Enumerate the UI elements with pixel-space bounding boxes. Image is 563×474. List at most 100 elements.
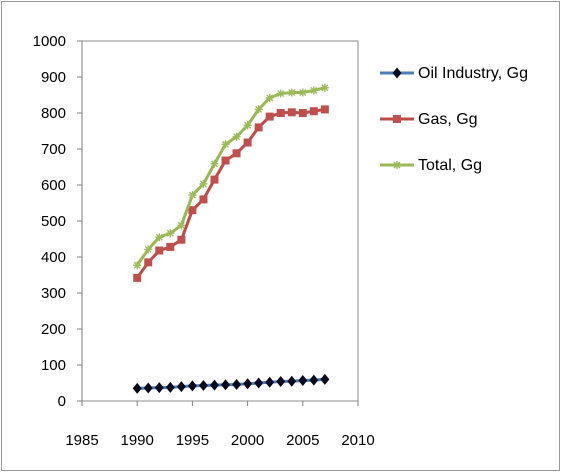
star-marker-stroke bbox=[133, 261, 141, 269]
star-marker-stroke bbox=[393, 161, 401, 169]
y-tick-label: 700 bbox=[41, 141, 66, 158]
star-marker-stroke bbox=[255, 105, 263, 113]
y-tick-label: 800 bbox=[41, 105, 66, 122]
y-tick-label: 200 bbox=[41, 321, 66, 338]
data-point-1 bbox=[188, 206, 197, 215]
data-point-0 bbox=[165, 381, 175, 393]
legend-marker-0 bbox=[392, 67, 402, 79]
x-tick-label: 2005 bbox=[286, 432, 319, 449]
legend-marker-2 bbox=[393, 161, 401, 169]
star-marker-stroke bbox=[277, 90, 285, 98]
legend-marker-1 bbox=[393, 115, 401, 123]
star-marker-stroke bbox=[188, 191, 196, 199]
y-tick-label: 900 bbox=[41, 69, 66, 86]
data-point-2 bbox=[287, 88, 296, 97]
x-tick-label: 1985 bbox=[65, 432, 98, 449]
data-point-1 bbox=[166, 242, 175, 251]
data-point-2 bbox=[309, 86, 318, 95]
data-point-2 bbox=[199, 179, 208, 188]
data-point-1 bbox=[265, 112, 274, 121]
data-point-1 bbox=[232, 149, 241, 158]
data-point-2 bbox=[265, 93, 274, 102]
data-point-2 bbox=[254, 105, 263, 114]
data-point-2 bbox=[188, 191, 197, 200]
legend-label-1: Gas, Gg bbox=[418, 111, 478, 128]
legend: Oil Industry, Gg Gas, Gg Total, Gg bbox=[380, 65, 528, 174]
y-tick-label: 300 bbox=[41, 285, 66, 302]
x-tick-label: 1995 bbox=[176, 432, 209, 449]
y-tick-label: 100 bbox=[41, 357, 66, 374]
data-point-0 bbox=[143, 382, 153, 394]
data-point-2 bbox=[298, 88, 307, 97]
star-marker-stroke bbox=[233, 133, 241, 141]
star-marker-stroke bbox=[166, 229, 174, 237]
data-point-0 bbox=[209, 379, 219, 391]
data-point-1 bbox=[254, 123, 263, 132]
data-point-0 bbox=[287, 375, 297, 387]
data-point-1 bbox=[309, 107, 318, 116]
y-tick-label: 0 bbox=[58, 393, 66, 410]
data-point-2 bbox=[144, 245, 153, 254]
data-point-2 bbox=[155, 233, 164, 242]
data-point-0 bbox=[298, 374, 308, 386]
data-point-0 bbox=[154, 382, 164, 394]
legend-label-2: Total, Gg bbox=[418, 157, 482, 174]
x-tick-label: 1990 bbox=[121, 432, 154, 449]
plot-area: 0 100 200 300 400 500 600 700 800 900 1000 1985 1990… bbox=[33, 33, 375, 449]
data-point-0 bbox=[132, 382, 142, 394]
star-marker-stroke bbox=[210, 160, 218, 168]
data-point-1 bbox=[144, 258, 153, 267]
data-point-0 bbox=[320, 373, 330, 385]
data-point-1 bbox=[221, 156, 230, 165]
data-point-1 bbox=[243, 138, 252, 147]
star-marker-stroke bbox=[310, 86, 318, 94]
data-point-0 bbox=[265, 376, 275, 388]
data-point-2 bbox=[133, 261, 142, 270]
star-marker-stroke bbox=[321, 84, 329, 92]
y-tick-label: 500 bbox=[41, 213, 66, 230]
star-marker-stroke bbox=[177, 221, 185, 229]
data-point-2 bbox=[243, 121, 252, 130]
star-marker-stroke bbox=[299, 88, 307, 96]
series-line-2 bbox=[135, 86, 326, 267]
plot-border bbox=[81, 40, 359, 402]
data-point-0 bbox=[187, 380, 197, 392]
y-tick-label: 1000 bbox=[33, 33, 66, 50]
data-point-0 bbox=[221, 379, 231, 391]
data-point-1 bbox=[320, 105, 329, 114]
data-point-1 bbox=[276, 109, 285, 117]
data-point-1 bbox=[298, 109, 307, 117]
data-point-0 bbox=[254, 377, 264, 389]
star-marker-stroke bbox=[266, 94, 274, 102]
data-point-2 bbox=[221, 140, 230, 149]
star-marker-stroke bbox=[144, 245, 152, 253]
data-point-0 bbox=[232, 378, 242, 390]
star-marker-stroke bbox=[155, 233, 163, 241]
star-marker-stroke bbox=[244, 121, 252, 129]
x-tick-label: 2010 bbox=[341, 432, 374, 449]
data-point-1 bbox=[287, 108, 296, 117]
data-point-0 bbox=[276, 376, 286, 388]
data-point-2 bbox=[232, 132, 241, 141]
data-point-1 bbox=[155, 246, 164, 255]
y-tick-label: 400 bbox=[41, 249, 66, 266]
data-point-0 bbox=[309, 374, 319, 386]
data-point-2 bbox=[210, 159, 219, 168]
series-line-0 bbox=[137, 377, 325, 390]
star-marker-stroke bbox=[288, 88, 296, 96]
star-marker-stroke bbox=[222, 140, 230, 148]
star-marker-stroke bbox=[199, 180, 207, 188]
data-point-0 bbox=[198, 380, 208, 392]
data-point-1 bbox=[177, 235, 186, 244]
x-tick-label: 2000 bbox=[231, 432, 264, 449]
data-point-0 bbox=[176, 381, 186, 393]
data-point-2 bbox=[166, 229, 175, 238]
data-point-0 bbox=[243, 378, 253, 390]
data-point-2 bbox=[177, 221, 186, 230]
data-point-1 bbox=[210, 175, 219, 184]
legend-label-0: Oil Industry, Gg bbox=[418, 65, 528, 82]
data-point-2 bbox=[276, 89, 285, 98]
data-point-2 bbox=[320, 83, 329, 92]
